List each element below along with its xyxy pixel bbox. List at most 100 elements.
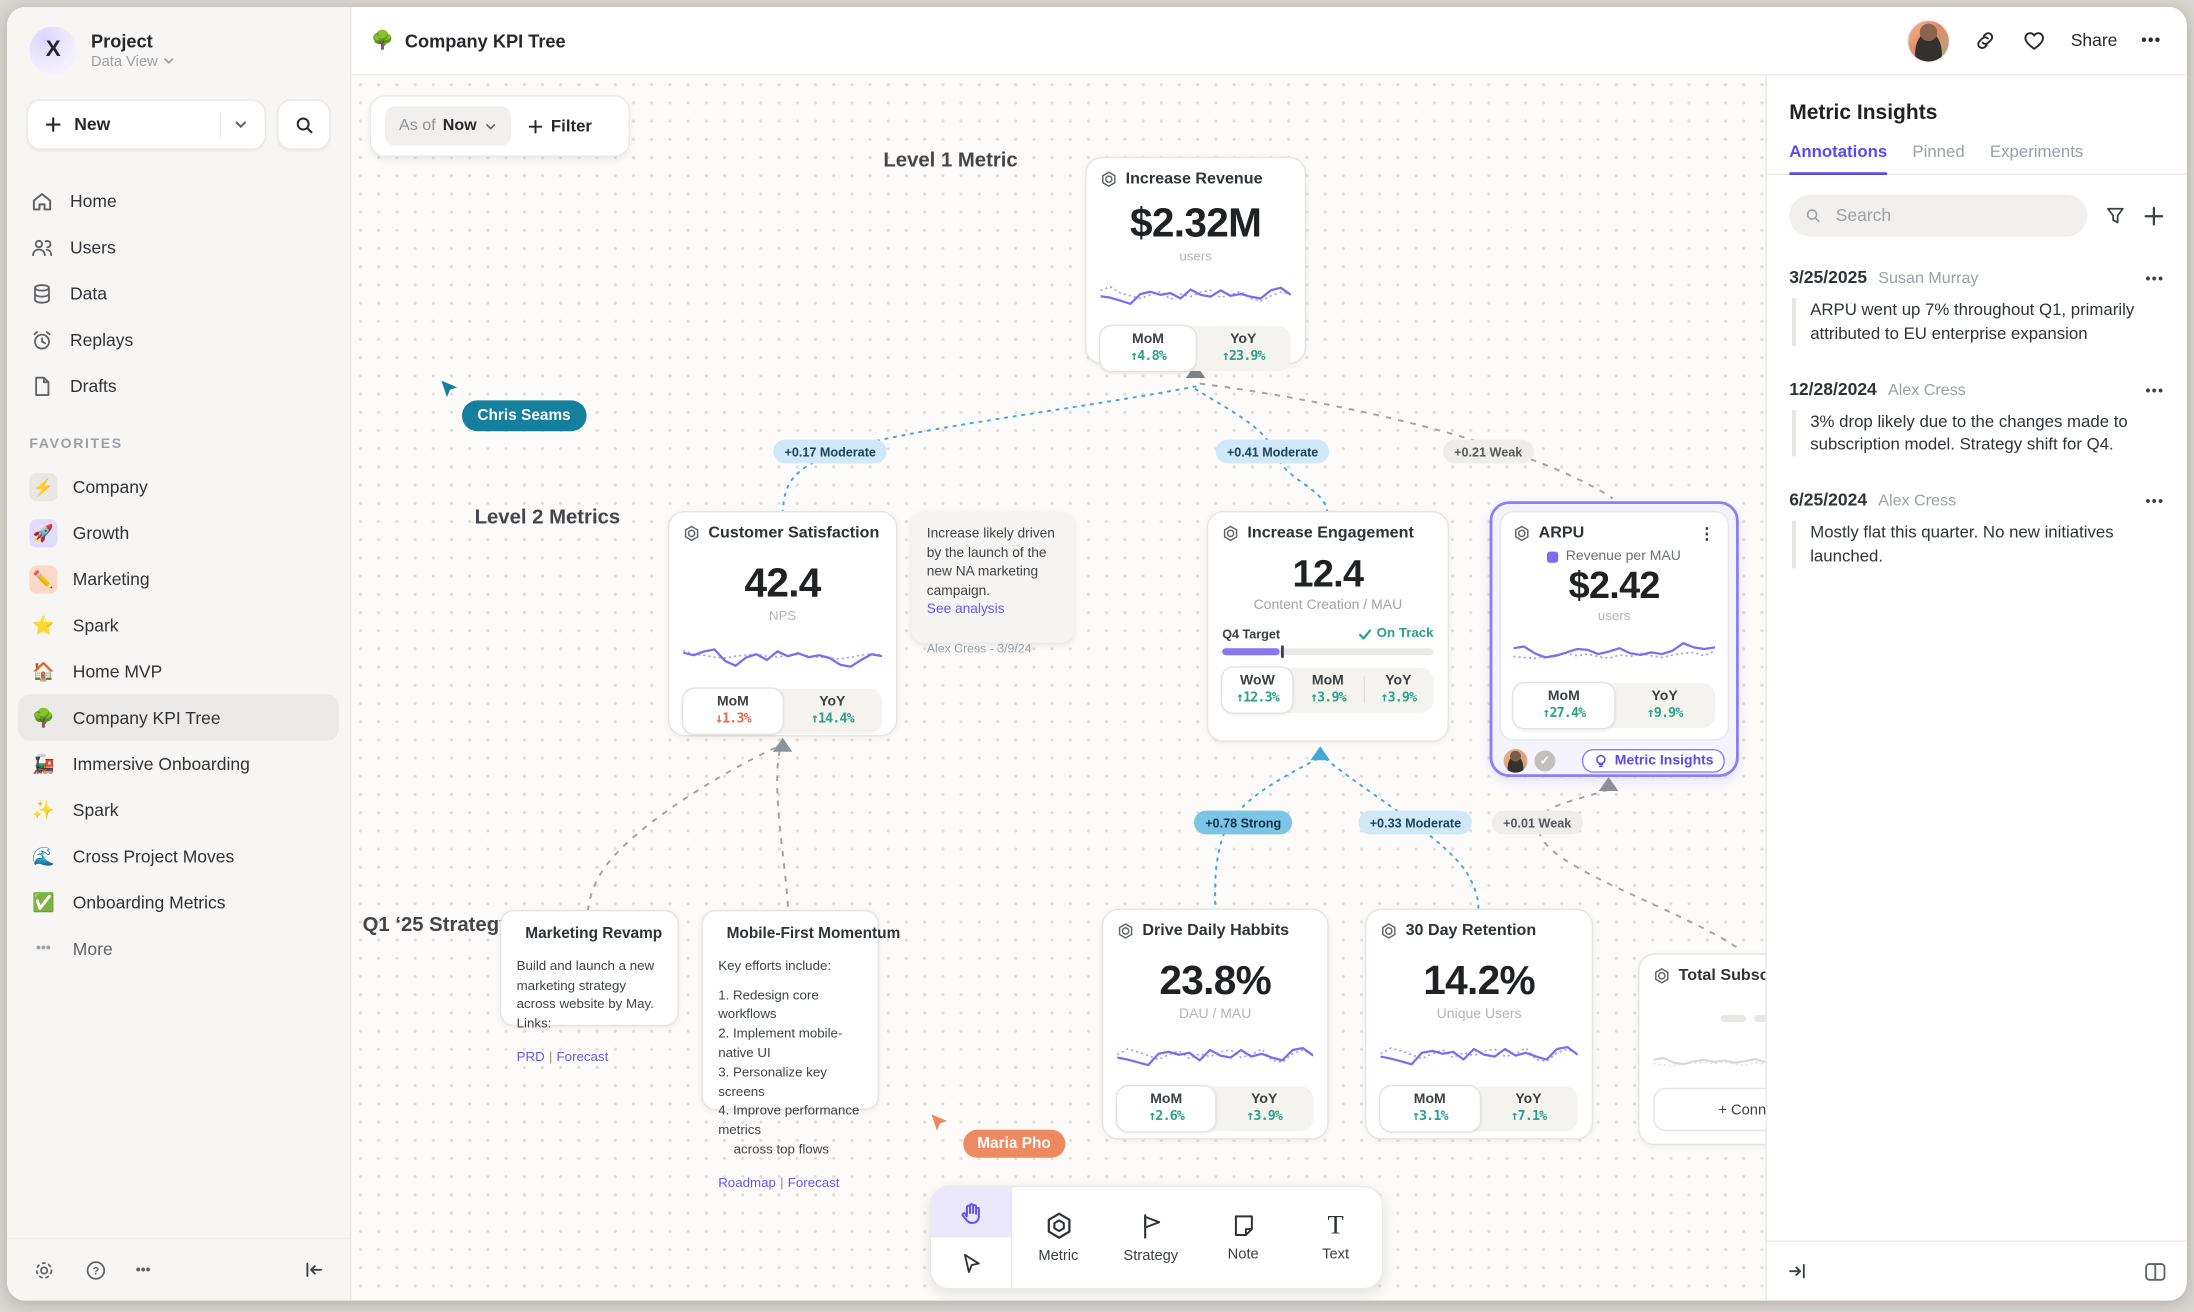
metric-card-total-subscriptions[interactable]: Total Subscript + Connec (1638, 953, 1766, 1146)
sidebar-item-home-mvp[interactable]: 🏠 Home MVP (7, 648, 350, 694)
delta-yoy[interactable]: YoY ↑9.9% (1646, 688, 1684, 721)
annotation-item[interactable]: 3/25/2025 Susan Murray ••• ARPU went up 7%… (1789, 267, 2165, 346)
delta-mom[interactable]: MoM ↓1.3% (681, 687, 784, 735)
sidebar-item-users[interactable]: Users (7, 224, 350, 270)
forecast-link[interactable]: Forecast (556, 1050, 609, 1066)
topbar-more-icon[interactable]: ••• (2141, 32, 2162, 49)
annotation-menu-icon[interactable]: ••• (2145, 383, 2165, 399)
hand-tool-button[interactable] (931, 1187, 1011, 1238)
strategy-intro: Key efforts include: (718, 958, 832, 975)
sidebar-item-spark-2[interactable]: ✨ Spark (7, 787, 350, 833)
prd-link[interactable]: PRD (516, 1050, 545, 1066)
strategy-tool-button[interactable]: Strategy (1105, 1187, 1197, 1288)
sidebar-item-data[interactable]: Data (7, 270, 350, 316)
user-avatar[interactable] (1908, 20, 1949, 61)
metric-hexagon-icon (1047, 1212, 1070, 1239)
as-of-selector[interactable]: As of Now (385, 106, 511, 146)
workspace-switcher[interactable]: X Project Data View (7, 7, 350, 88)
sidebar-item-more[interactable]: ••• More (7, 925, 350, 971)
roadmap-link[interactable]: Roadmap (718, 1175, 776, 1191)
copy-link-icon[interactable] (1973, 28, 1998, 53)
delta-yoy[interactable]: YoY ↑14.4% (810, 694, 855, 727)
sidebar-item-company-kpi-tree[interactable]: 🌳 Company KPI Tree (18, 694, 339, 741)
strategy-card-mobile-first-momentum[interactable]: Mobile-First Momentum Key efforts includ… (701, 910, 900, 1191)
note-tool-button[interactable]: Note (1197, 1187, 1289, 1288)
metric-insights-button[interactable]: Metric Insights (1582, 749, 1725, 773)
sidebar-item-growth[interactable]: 🚀 Growth (7, 510, 350, 556)
delta-yoy[interactable]: YoY ↑3.9% (1246, 1092, 1283, 1125)
add-annotation-icon[interactable] (2143, 205, 2164, 226)
sidebar-item-drafts[interactable]: Drafts (7, 363, 350, 409)
skeleton-placeholder (1653, 1015, 1766, 1022)
metric-card-customer-satisfaction[interactable]: Customer Satisfaction 42.4 NPS MoM ↓1.3% … (667, 511, 898, 737)
text-tool-button[interactable]: T Text (1322, 1211, 1350, 1263)
delta-wow[interactable]: WoW ↑12.3% (1220, 665, 1295, 714)
users-icon (29, 235, 54, 260)
delta-yoy[interactable]: YoY ↑7.1% (1510, 1092, 1548, 1125)
more-options-icon[interactable]: ••• (135, 1262, 151, 1278)
collapse-panel-icon[interactable] (1786, 1261, 1808, 1281)
favorite-heart-icon[interactable] (2022, 28, 2047, 53)
see-analysis-link[interactable]: See analysis (926, 602, 1005, 618)
delta-mom[interactable]: MoM ↑3.9% (1309, 672, 1347, 705)
edge-label-weak[interactable]: +0.01 Weak (1491, 810, 1583, 835)
edge-label-strong[interactable]: +0.78 Strong (1194, 810, 1293, 835)
sidebar-search-button[interactable] (277, 99, 331, 150)
sidebar-item-cross-project-moves[interactable]: 🌊 Cross Project Moves (7, 833, 350, 879)
edge-label-moderate[interactable]: +0.17 Moderate (773, 439, 888, 464)
edge-label-moderate[interactable]: +0.41 Moderate (1215, 439, 1330, 464)
delta-yoy[interactable]: YoY ↑3.9% (1363, 667, 1433, 712)
connect-data-button[interactable]: + Connec (1653, 1087, 1766, 1132)
tab-annotations[interactable]: Annotations (1789, 141, 1888, 175)
sidebar-item-immersive-onboarding[interactable]: 🚂 Immersive Onboarding (7, 741, 350, 787)
search-icon (295, 116, 312, 133)
tab-experiments[interactable]: Experiments (1989, 141, 2084, 161)
canvas-note-card[interactable]: Increase likely driven by the launch of … (911, 511, 1074, 655)
settings-gear-icon[interactable] (32, 1258, 56, 1282)
strategy-card-marketing-revamp[interactable]: Marketing Revamp Build and launch a new … (499, 910, 679, 1065)
annotation-menu-icon[interactable]: ••• (2145, 271, 2165, 287)
sidebar-item-marketing[interactable]: ✏️ Marketing (7, 556, 350, 602)
help-icon[interactable]: ? (84, 1258, 108, 1282)
delta-mom[interactable]: MoM ↑2.6% (1115, 1085, 1217, 1133)
target-label: Q4 Target (1222, 626, 1281, 641)
kpi-tree-canvas[interactable]: As of Now Filter Level 1 Metric Level 2 … (351, 75, 1766, 1301)
metric-card-increase-revenue[interactable]: Increase Revenue $2.32M users MoM ↑4.8% Y… (1085, 156, 1307, 373)
sidebar-item-replays[interactable]: Replays (7, 316, 350, 362)
collapse-sidebar-icon[interactable] (302, 1260, 324, 1280)
edge-label-moderate[interactable]: +0.33 Moderate (1358, 810, 1473, 835)
canvas-toolbar: Metric Strategy Note T Text (929, 1185, 1384, 1290)
search-input[interactable] (1832, 204, 2072, 227)
annotation-item[interactable]: 12/28/2024 Alex Cress ••• 3% drop likely d… (1789, 379, 2164, 457)
metric-tool-button[interactable]: Metric (1012, 1187, 1104, 1288)
select-tool-button[interactable] (931, 1238, 1011, 1288)
sidebar-item-onboarding-metrics[interactable]: ✅ Onboarding Metrics (7, 879, 350, 925)
sidebar-item-spark[interactable]: ⭐ Spark (7, 602, 350, 648)
annotation-item[interactable]: 6/25/2024 Alex Cress ••• Mostly flat this … (1789, 490, 2165, 569)
delta-mom[interactable]: MoM ↑3.1% (1379, 1085, 1481, 1133)
add-filter-button[interactable]: Filter (527, 116, 592, 136)
sidebar-nav: Home Users Data Replays Drafts (7, 178, 350, 409)
metric-target-icon (1223, 525, 1238, 542)
edge-label-weak[interactable]: +0.21 Weak (1442, 439, 1534, 464)
sidebar-item-company[interactable]: ⚡ Company (7, 463, 350, 509)
share-button[interactable]: Share (2070, 30, 2118, 51)
chevron-down-icon[interactable] (234, 118, 248, 132)
metric-value: 42.4 (744, 561, 821, 607)
split-view-icon[interactable] (2143, 1261, 2167, 1282)
tab-pinned[interactable]: Pinned (1912, 141, 1965, 161)
delta-mom[interactable]: MoM ↑27.4% (1512, 681, 1616, 730)
delta-mom[interactable]: MoM ↑4.8% (1099, 324, 1197, 373)
metric-card-drive-daily-habbits[interactable]: Drive Daily Habbits 23.8% DAU / MAU MoM ↑… (1101, 908, 1329, 1140)
annotations-search[interactable] (1789, 194, 2088, 237)
delta-yoy[interactable]: YoY ↑23.9% (1221, 331, 1266, 364)
sidebar-item-home[interactable]: Home (7, 178, 350, 224)
new-button[interactable]: New (26, 99, 266, 150)
metric-card-arpu-selected[interactable]: ARPU ⋮ Revenue per MAU $2.42 users MoM ↑27… (1489, 501, 1739, 777)
forecast-link[interactable]: Forecast (787, 1175, 840, 1191)
annotation-menu-icon[interactable]: ••• (2145, 494, 2165, 510)
metric-card-30-day-retention[interactable]: 30 Day Retention 14.2% Unique Users MoM ↑… (1365, 908, 1594, 1140)
filter-funnel-icon[interactable] (2104, 204, 2126, 226)
metric-card-increase-engagement[interactable]: Increase Engagement 12.4 Content Creatio… (1206, 511, 1449, 742)
card-kebab-icon[interactable]: ⋮ (1698, 526, 1715, 544)
